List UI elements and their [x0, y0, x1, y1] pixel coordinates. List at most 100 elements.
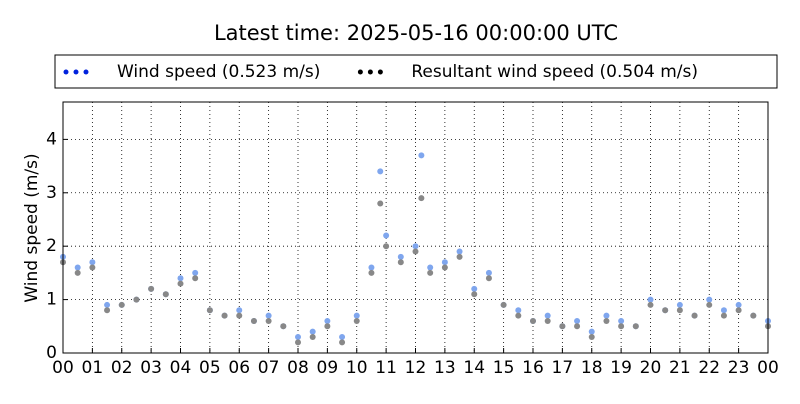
- data-point: [89, 259, 96, 266]
- x-tick-label: 05: [199, 358, 221, 378]
- x-tick-label: 04: [170, 358, 192, 378]
- x-tick-label: 02: [111, 358, 133, 378]
- plot-frame: [62, 101, 769, 354]
- data-point: [471, 285, 478, 292]
- x-tick-label: 00: [52, 358, 74, 378]
- y-tick-label: 4: [46, 129, 57, 149]
- legend-marker: [367, 69, 373, 75]
- data-point: [377, 168, 384, 175]
- data-point: [295, 333, 301, 340]
- legend-marker: [63, 69, 69, 75]
- x-tick-label: 21: [669, 358, 691, 378]
- legend-marker: [83, 69, 89, 75]
- data-point: [485, 269, 492, 276]
- data-point: [706, 296, 713, 303]
- data-point: [618, 323, 625, 330]
- x-tick-label: 06: [228, 358, 250, 378]
- data-point: [544, 317, 551, 324]
- data-point: [618, 317, 625, 324]
- data-point: [603, 312, 610, 319]
- data-point: [706, 301, 713, 308]
- data-point: [368, 269, 375, 276]
- x-tick-label: 18: [581, 358, 603, 378]
- x-tick-label: 19: [610, 358, 632, 378]
- data-point: [377, 200, 384, 207]
- data-point: [500, 301, 507, 308]
- data-point: [441, 264, 448, 271]
- data-point: [471, 291, 478, 298]
- data-point: [265, 317, 272, 324]
- x-tick-label: 15: [493, 358, 515, 378]
- data-point: [588, 328, 595, 335]
- data-point: [118, 301, 125, 308]
- y-tick-label: 1: [46, 290, 57, 310]
- data-point: [418, 152, 425, 159]
- data-point: [339, 333, 346, 340]
- data-point: [339, 339, 346, 346]
- data-point: [397, 259, 404, 266]
- x-tick-label: 01: [82, 358, 104, 378]
- data-point: [383, 232, 390, 239]
- chart-title: Latest time: 2025-05-16 00:00:00 UTC: [214, 21, 618, 45]
- data-point: [632, 323, 639, 330]
- data-point: [383, 243, 390, 250]
- legend: [54, 54, 778, 89]
- y-tick-label: 0: [46, 343, 57, 363]
- data-point: [515, 312, 522, 319]
- data-point: [177, 280, 184, 287]
- data-point: [192, 275, 199, 282]
- legend-marker: [377, 69, 383, 75]
- data-point: [250, 317, 257, 324]
- x-tick-label: 23: [728, 358, 750, 378]
- y-tick-label: 3: [46, 183, 57, 203]
- data-point: [750, 312, 757, 319]
- x-tick-label: 12: [405, 358, 427, 378]
- x-tick-label: 11: [375, 358, 397, 378]
- data-point: [691, 312, 698, 319]
- data-point: [89, 264, 96, 271]
- x-tick-label: 00: [757, 358, 779, 378]
- legend-marker: [357, 69, 363, 75]
- x-tick-label: 13: [434, 358, 456, 378]
- data-point: [735, 307, 742, 314]
- legend-label: Wind speed (0.523 m/s): [117, 62, 320, 82]
- data-point: [162, 291, 169, 298]
- data-point: [74, 269, 81, 276]
- data-point: [515, 307, 522, 314]
- x-tick-label: 08: [287, 358, 309, 378]
- data-point: [412, 243, 419, 250]
- data-point: [265, 312, 272, 319]
- data-point: [368, 264, 375, 271]
- legend-marker: [73, 69, 79, 75]
- data-point: [456, 253, 463, 260]
- data-point: [192, 269, 199, 276]
- data-point: [148, 285, 155, 292]
- x-tick-label: 10: [346, 358, 368, 378]
- data-point: [397, 253, 404, 260]
- x-tick-label: 07: [258, 358, 280, 378]
- data-point: [206, 307, 213, 314]
- x-tick-label: 20: [640, 358, 662, 378]
- legend-label: Resultant wind speed (0.504 m/s): [411, 62, 698, 82]
- data-point: [662, 307, 669, 314]
- data-point: [603, 317, 610, 324]
- data-point: [353, 317, 360, 324]
- data-point: [324, 317, 331, 324]
- data-point: [74, 264, 81, 271]
- data-point: [353, 312, 360, 319]
- x-tick-label: 03: [140, 358, 162, 378]
- x-tick-label: 22: [698, 358, 720, 378]
- data-point: [485, 275, 492, 282]
- data-point: [427, 264, 434, 271]
- data-point: [236, 312, 243, 319]
- data-point: [735, 301, 742, 308]
- data-point: [309, 333, 316, 340]
- data-point: [177, 275, 184, 282]
- data-point: [412, 248, 419, 255]
- data-point: [676, 301, 683, 308]
- data-point: [104, 301, 111, 308]
- data-point: [104, 307, 111, 314]
- data-point: [295, 339, 301, 346]
- data-point: [647, 296, 654, 303]
